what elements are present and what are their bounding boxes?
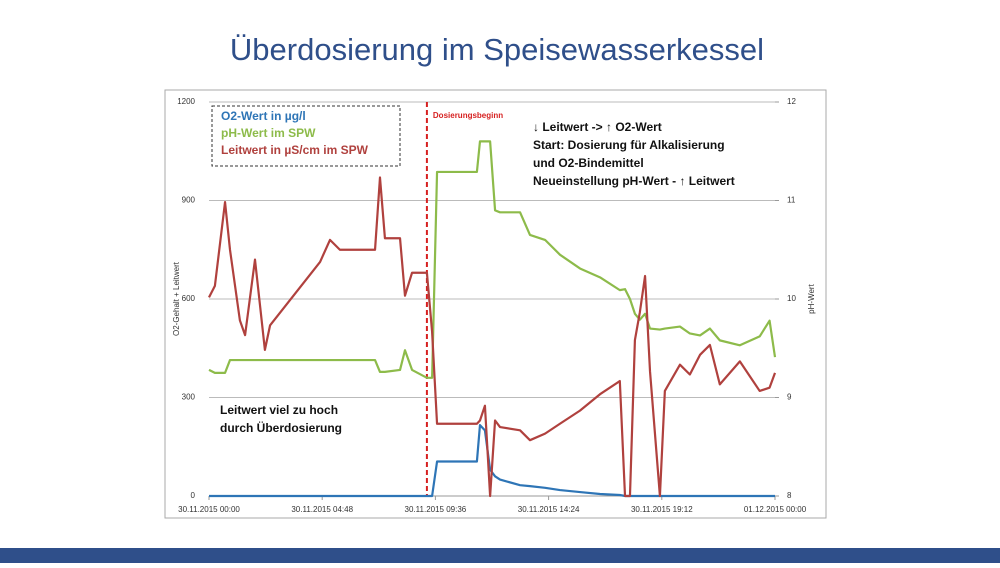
legend-entry: Leitwert in µS/cm im SPW xyxy=(221,143,369,157)
y2-tick-label: 11 xyxy=(787,196,796,205)
x-tick-label: 30.11.2015 09:36 xyxy=(405,505,467,514)
y-tick-label: 600 xyxy=(182,294,196,303)
x-tick-label: 30.11.2015 14:24 xyxy=(518,505,580,514)
y2-tick-label: 10 xyxy=(787,294,796,303)
annotation: ↓ Leitwert -> ↑ O2-Wert xyxy=(533,120,662,134)
chart-frame xyxy=(164,89,827,519)
x-tick-label: 30.11.2015 00:00 xyxy=(178,505,240,514)
annotation: durch Überdosierung xyxy=(220,420,342,435)
y2-tick-label: 12 xyxy=(787,97,796,106)
annotation: und O2-Bindemittel xyxy=(533,156,644,170)
y-tick-label: 0 xyxy=(191,491,196,500)
dosing-label: Dosierungsbeginn xyxy=(433,111,503,120)
x-tick-label: 30.11.2015 04:48 xyxy=(291,505,353,514)
legend-entry: pH-Wert im SPW xyxy=(221,126,316,140)
annotation: Neueinstellung pH-Wert - ↑ Leitwert xyxy=(533,174,735,188)
legend-box xyxy=(211,105,401,167)
footer-bar xyxy=(0,548,1000,563)
annotation: Leitwert viel zu hoch xyxy=(220,403,338,417)
x-tick-label: 01.12.2015 00:00 xyxy=(744,505,807,514)
x-tick-label: 30.11.2015 19:12 xyxy=(631,505,693,514)
y2-tick-label: 9 xyxy=(787,393,792,402)
annotation: Start: Dosierung für Alkalisierung xyxy=(533,138,725,152)
y-axis-label: O2-Gehalt + Leitwert xyxy=(172,261,181,336)
series-line xyxy=(208,140,777,379)
slide-title: Überdosierung im Speisewasserkessel xyxy=(230,32,764,67)
y-tick-label: 1200 xyxy=(177,97,195,106)
series-line xyxy=(209,423,775,498)
series-line xyxy=(208,176,777,498)
y-tick-label: 300 xyxy=(182,393,196,402)
y2-axis-label: pH-Wert xyxy=(807,283,816,313)
legend-entry: O2-Wert in µg/l xyxy=(221,109,306,123)
y2-tick-label: 8 xyxy=(787,491,792,500)
y-tick-label: 900 xyxy=(182,196,196,205)
